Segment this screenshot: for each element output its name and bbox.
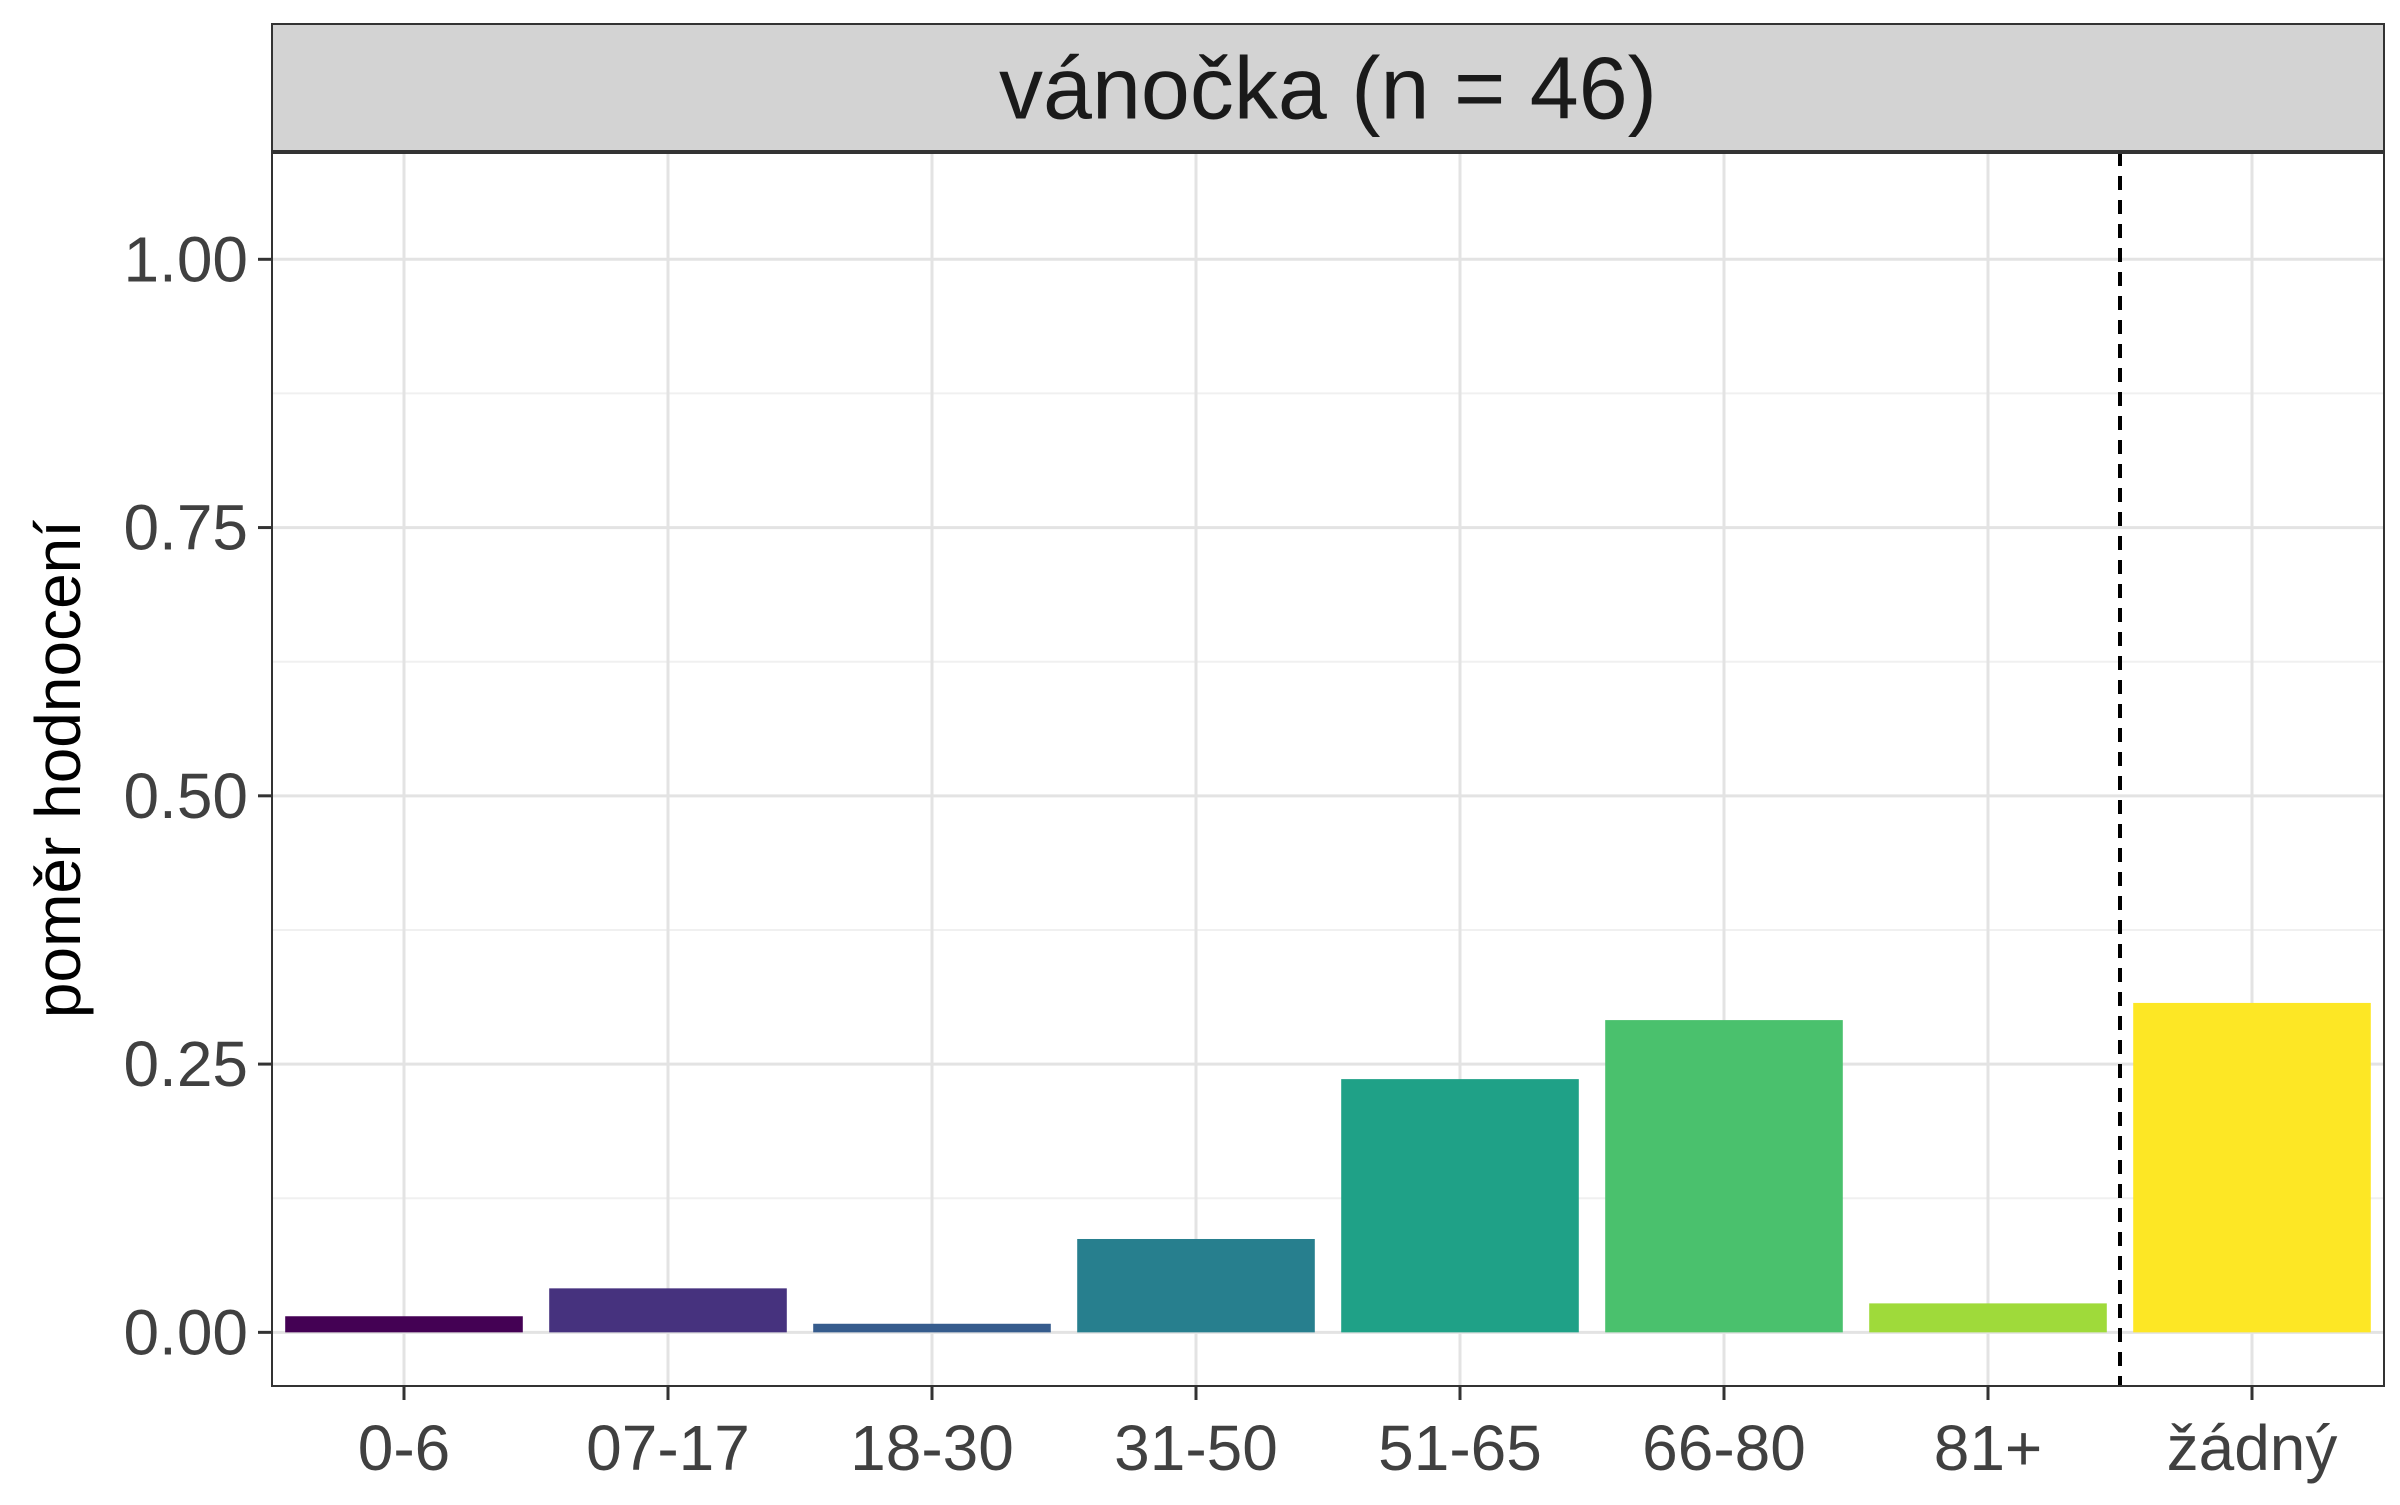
plot-panel xyxy=(272,152,2384,1386)
bar-18-30 xyxy=(813,1323,1051,1333)
x-tick-label: 51-65 xyxy=(1378,1412,1542,1484)
x-tick-label: 07-17 xyxy=(586,1412,750,1484)
y-tick-label: 0.00 xyxy=(123,1296,248,1368)
y-tick-label: 0.75 xyxy=(123,492,248,564)
bar-66-80 xyxy=(1605,1020,1843,1333)
x-tick-label: 81+ xyxy=(1934,1412,2043,1484)
y-tick-label: 0.25 xyxy=(123,1028,248,1100)
x-tick-label: 18-30 xyxy=(850,1412,1014,1484)
x-tick-label: 0-6 xyxy=(358,1412,451,1484)
y-tick-label: 1.00 xyxy=(123,223,248,295)
bar-31-50 xyxy=(1077,1238,1315,1333)
bar-0-6 xyxy=(285,1316,523,1333)
x-tick-label: 31-50 xyxy=(1114,1412,1278,1484)
x-tick-label: 66-80 xyxy=(1642,1412,1806,1484)
bar-81+ xyxy=(1869,1303,2107,1333)
facet-title: vánočka (n = 46) xyxy=(999,39,1657,138)
y-axis-title: poměr hodnocení xyxy=(22,520,94,1018)
x-tick-label: žádný xyxy=(2167,1412,2338,1484)
bar-51-65 xyxy=(1341,1079,1579,1333)
y-tick-label: 0.50 xyxy=(123,760,248,832)
bar-07-17 xyxy=(549,1288,787,1333)
bar-žádný xyxy=(2133,1002,2371,1333)
